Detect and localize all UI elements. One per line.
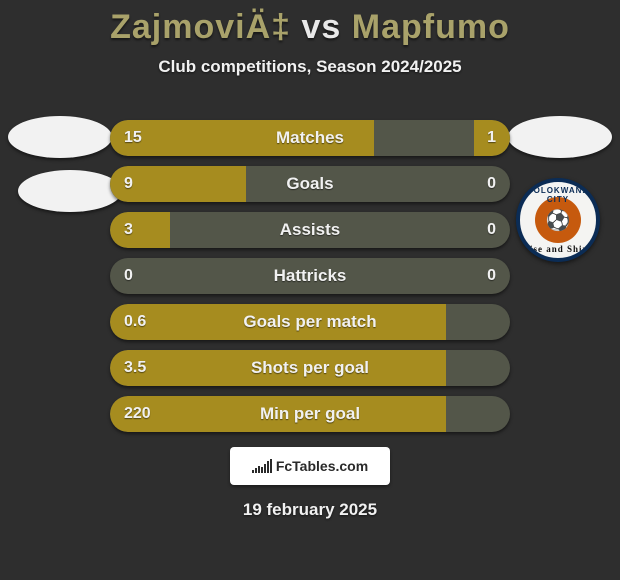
stat-bar: 220Min per goal bbox=[110, 396, 510, 432]
source-text: FcTables.com bbox=[276, 458, 368, 474]
title-player2: Mapfumo bbox=[352, 8, 510, 46]
player1-avatar bbox=[8, 116, 112, 158]
stat-label: Goals per match bbox=[110, 304, 510, 340]
subtitle: Club competitions, Season 2024/2025 bbox=[0, 57, 620, 77]
stat-bar: 3.5Shots per goal bbox=[110, 350, 510, 386]
title-player1: ZajmoviÄ‡ bbox=[110, 8, 291, 46]
fctables-logo-icon bbox=[252, 459, 272, 473]
stat-label: Shots per goal bbox=[110, 350, 510, 386]
player2-avatar bbox=[508, 116, 612, 158]
player1-avatar-secondary bbox=[18, 170, 122, 212]
stat-label: Hattricks bbox=[110, 258, 510, 294]
title-vs: vs bbox=[302, 8, 342, 46]
stat-label: Min per goal bbox=[110, 396, 510, 432]
title-row: ZajmoviÄ‡ vs Mapfumo bbox=[0, 0, 620, 47]
player2-club-badge: POLOKWANE CITY ⚽ Rise and Shine bbox=[516, 178, 600, 262]
source-attribution: FcTables.com bbox=[230, 447, 390, 485]
stat-bar: 151Matches bbox=[110, 120, 510, 156]
comparison-infographic: ZajmoviÄ‡ vs Mapfumo Club competitions, … bbox=[0, 0, 620, 580]
date-label: 19 february 2025 bbox=[0, 500, 620, 520]
club-badge-bottom-text: Rise and Shine bbox=[520, 244, 596, 254]
stat-bars: 151Matches 90Goals 30Assists 00Hattricks 0.6… bbox=[110, 120, 510, 442]
stat-label: Goals bbox=[110, 166, 510, 202]
stat-bar: 90Goals bbox=[110, 166, 510, 202]
stat-label: Matches bbox=[110, 120, 510, 156]
stat-label: Assists bbox=[110, 212, 510, 248]
stat-bar: 00Hattricks bbox=[110, 258, 510, 294]
stat-bar: 0.6Goals per match bbox=[110, 304, 510, 340]
page-title: ZajmoviÄ‡ vs Mapfumo bbox=[110, 8, 510, 46]
club-badge-top-text: POLOKWANE CITY bbox=[520, 186, 596, 204]
stat-bar: 30Assists bbox=[110, 212, 510, 248]
